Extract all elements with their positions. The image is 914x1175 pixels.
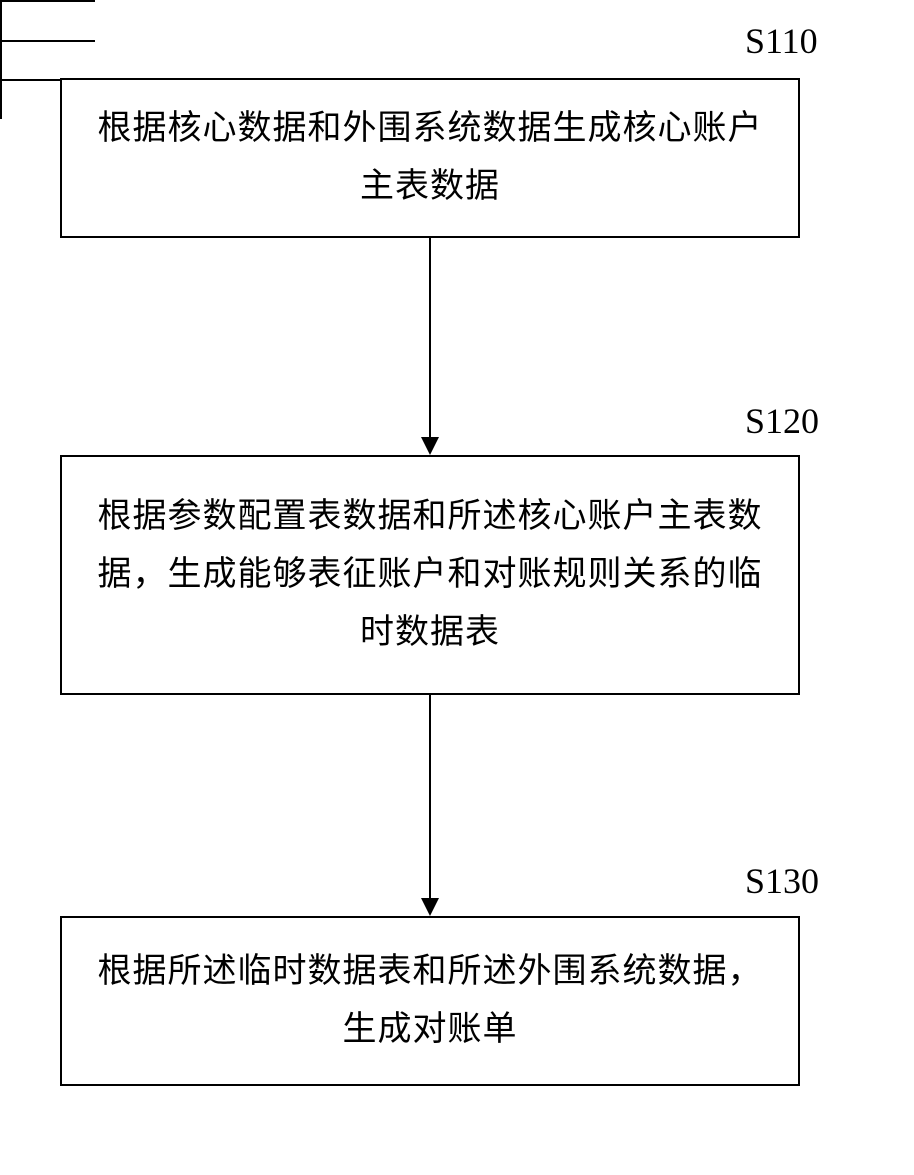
step-text-s120: 根据参数配置表数据和所述核心账户主表数据，生成能够表征账户和对账规则关系的临时数… [92, 488, 768, 661]
arrow-head-1 [421, 437, 439, 455]
arrow-head-2 [421, 898, 439, 916]
label-connector-v-s110 [0, 2, 2, 40]
label-connector-v-s120 [0, 42, 2, 79]
step-label-s110: S110 [745, 20, 818, 62]
step-box-s130: 根据所述临时数据表和所述外围系统数据，生成对账单 [60, 916, 800, 1086]
step-text-s110: 根据核心数据和外围系统数据生成核心账户主表数据 [92, 100, 768, 216]
step-label-s120: S120 [745, 400, 819, 442]
step-text-s130: 根据所述临时数据表和所述外围系统数据，生成对账单 [92, 943, 768, 1059]
flowchart-container: 根据核心数据和外围系统数据生成核心账户主表数据 根据参数配置表数据和所述核心账户… [0, 0, 914, 1175]
label-connector-h-s110 [0, 0, 95, 2]
step-box-s110: 根据核心数据和外围系统数据生成核心账户主表数据 [60, 78, 800, 238]
label-connector-v-s130 [0, 81, 2, 119]
label-connector-h-s120 [0, 40, 95, 42]
step-label-s130: S130 [745, 860, 819, 902]
arrow-line-1 [429, 238, 431, 437]
step-box-s120: 根据参数配置表数据和所述核心账户主表数据，生成能够表征账户和对账规则关系的临时数… [60, 455, 800, 695]
arrow-line-2 [429, 695, 431, 898]
